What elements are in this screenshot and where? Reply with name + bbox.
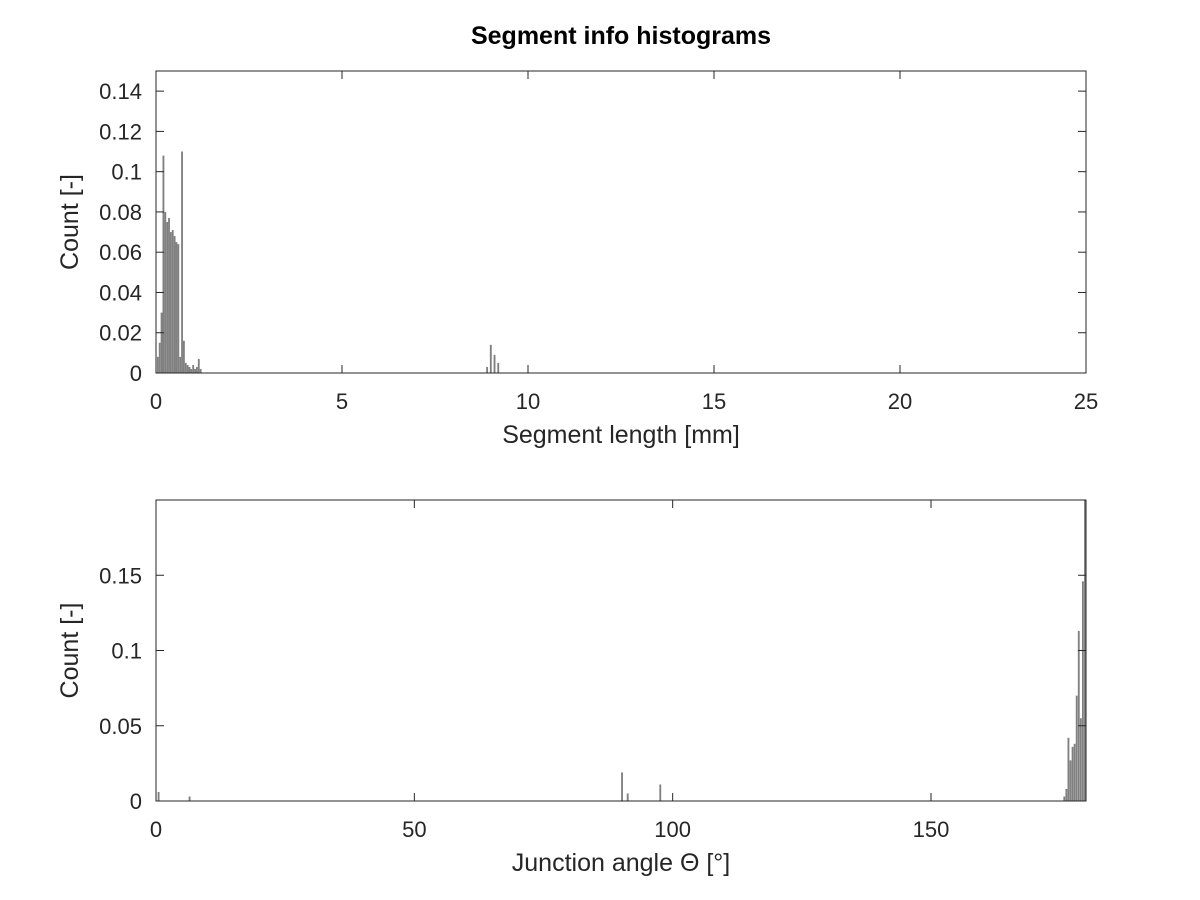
histogram-bar xyxy=(157,791,160,801)
axes-frame xyxy=(155,70,1087,374)
x-axis-title: Segment length [mm] xyxy=(502,421,740,449)
histogram-bar xyxy=(621,772,623,801)
histogram-bar xyxy=(173,236,176,373)
histogram-bar xyxy=(168,217,170,373)
x-tick-label: 150 xyxy=(913,817,950,842)
x-tick-label: 25 xyxy=(1074,389,1098,414)
histogram-bar xyxy=(1079,718,1082,801)
y-tick-label: 0.04 xyxy=(99,280,142,305)
histogram-bar xyxy=(162,155,165,373)
histogram-bar xyxy=(194,368,196,373)
y-tick-label: 0.15 xyxy=(99,563,142,588)
x-tick-label: 100 xyxy=(654,817,691,842)
y-tick-label: 0.08 xyxy=(99,200,142,225)
x-tick-label: 15 xyxy=(702,389,726,414)
histogram-bar xyxy=(182,340,185,373)
figure-title: Segment info histograms xyxy=(471,22,771,50)
histogram-bar xyxy=(192,364,195,373)
x-tick-label: 0 xyxy=(150,817,162,842)
histogram-bar xyxy=(158,342,161,373)
x-tick-label: 5 xyxy=(336,389,348,414)
y-tick-label: 0.1 xyxy=(111,160,142,185)
histogram-bar xyxy=(497,362,500,373)
y-tick-label: 0.12 xyxy=(99,119,142,144)
axes-frame xyxy=(155,499,1087,802)
histogram-bar xyxy=(188,796,191,801)
histogram-bar xyxy=(197,358,200,373)
x-tick-label: 50 xyxy=(402,817,426,842)
y-tick-label: 0.06 xyxy=(99,240,142,265)
histogram-bar xyxy=(181,151,183,373)
histogram-bar xyxy=(1065,788,1068,801)
histogram-bar xyxy=(1073,743,1076,801)
junction-angle-histogram: 0 50 100 150 0 0.05 0.1 0.15 Junction angle Θ [°… xyxy=(56,499,1087,877)
histogram-bar xyxy=(195,366,198,373)
histogram-bar xyxy=(493,354,496,373)
histogram-bar xyxy=(179,356,182,373)
histogram-bar xyxy=(160,312,163,373)
histogram-bar xyxy=(169,232,172,373)
histogram-bar xyxy=(1067,737,1070,801)
histogram-bar xyxy=(659,784,662,801)
histogram-bar xyxy=(199,368,202,373)
histogram-bar xyxy=(1077,630,1080,801)
histogram-bar xyxy=(489,344,492,373)
histogram-bar xyxy=(1071,746,1074,801)
histogram-bar xyxy=(184,362,187,373)
histogram-bar xyxy=(1063,796,1066,801)
histogram-bar xyxy=(1075,695,1078,801)
histogram-bar xyxy=(156,356,159,373)
histogram-bar xyxy=(486,366,489,373)
histogram-bar xyxy=(1069,760,1072,801)
histogram-bar xyxy=(175,242,178,373)
histogram-bar xyxy=(188,366,191,373)
histogram-bar xyxy=(166,222,169,373)
y-tick-label: 0.05 xyxy=(99,714,142,739)
x-tick-label: 20 xyxy=(888,389,912,414)
histogram-bar xyxy=(186,364,189,373)
y-axis-title: Count [-] xyxy=(56,603,84,699)
y-tick-label: 0.1 xyxy=(111,639,142,664)
y-tick-label: 0 xyxy=(130,361,142,386)
histogram-bar xyxy=(626,793,629,801)
x-tick-label: 10 xyxy=(516,389,540,414)
y-axis-title: Count [-] xyxy=(56,174,84,270)
y-tick-label: 0.14 xyxy=(99,79,142,104)
y-tick-label: 0.02 xyxy=(99,321,142,346)
histogram-bar xyxy=(164,211,167,373)
segment-length-histogram: 0 5 10 15 20 25 0 0.02 0.04 0.06 0.08 0.1 0.12 0.14 Se… xyxy=(56,70,1098,449)
x-axis-title: Junction angle Θ [°] xyxy=(512,849,730,877)
y-tick-label: 0 xyxy=(130,789,142,814)
histogram-bar xyxy=(177,244,180,373)
x-tick-label: 0 xyxy=(150,389,162,414)
histogram-bar xyxy=(1081,581,1084,801)
histogram-bar xyxy=(190,368,193,373)
histogram-bar xyxy=(171,230,174,373)
